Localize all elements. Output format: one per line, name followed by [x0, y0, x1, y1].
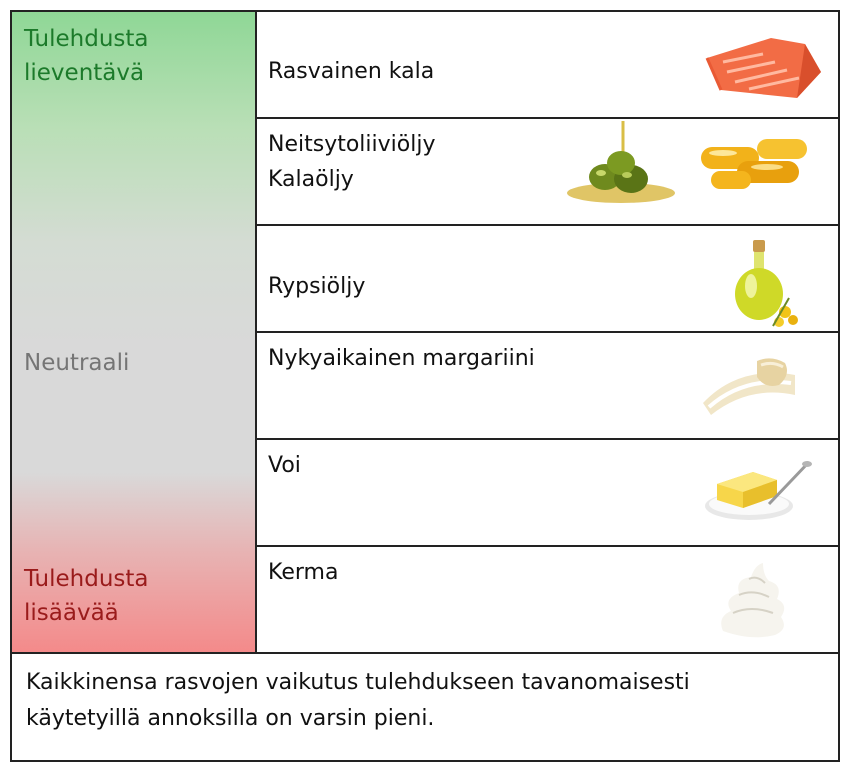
- column-divider: [255, 12, 257, 652]
- food-row: Kerma: [257, 547, 838, 654]
- food-row: Neitsytoliiviöljy Kalaöljy: [257, 119, 838, 226]
- food-row-label: Nykyaikainen margariini: [268, 346, 535, 371]
- food-row: Rypsiöljy: [257, 226, 838, 333]
- food-row-label: Voi: [268, 453, 301, 478]
- rapeseed-oil-bottle-icon: [735, 240, 798, 327]
- scale-label-bottom: Tulehdusta lisäävää: [24, 566, 149, 626]
- table-frame: [10, 10, 840, 762]
- scale-label-top: Tulehdusta lieventävä: [24, 26, 149, 86]
- fish-oil-capsules-icon: [701, 139, 807, 189]
- summary-note: Kaikkinensa rasvojen vaikutus tulehdukse…: [26, 670, 690, 731]
- margarine-spread-icon: [703, 358, 795, 415]
- food-row: Rasvainen kala: [257, 12, 838, 119]
- whipped-cream-icon: [721, 563, 785, 638]
- salmon-fillet-icon: [705, 38, 821, 98]
- footer-divider: [12, 652, 838, 654]
- food-row-label: Rasvainen kala: [268, 59, 435, 84]
- food-row: Voi: [257, 440, 838, 547]
- food-row: Nykyaikainen margariini: [257, 333, 838, 440]
- food-row-label: Neitsytoliiviöljy Kalaöljy: [268, 132, 436, 192]
- olives-with-oil-icon: [567, 121, 675, 203]
- scale-label-middle: Neutraali: [24, 350, 130, 376]
- inflammation-scale: [12, 12, 255, 652]
- food-row-label: Kerma: [268, 560, 339, 585]
- food-row-label: Rypsiöljy: [268, 274, 366, 299]
- butter-plate-icon: [705, 460, 812, 520]
